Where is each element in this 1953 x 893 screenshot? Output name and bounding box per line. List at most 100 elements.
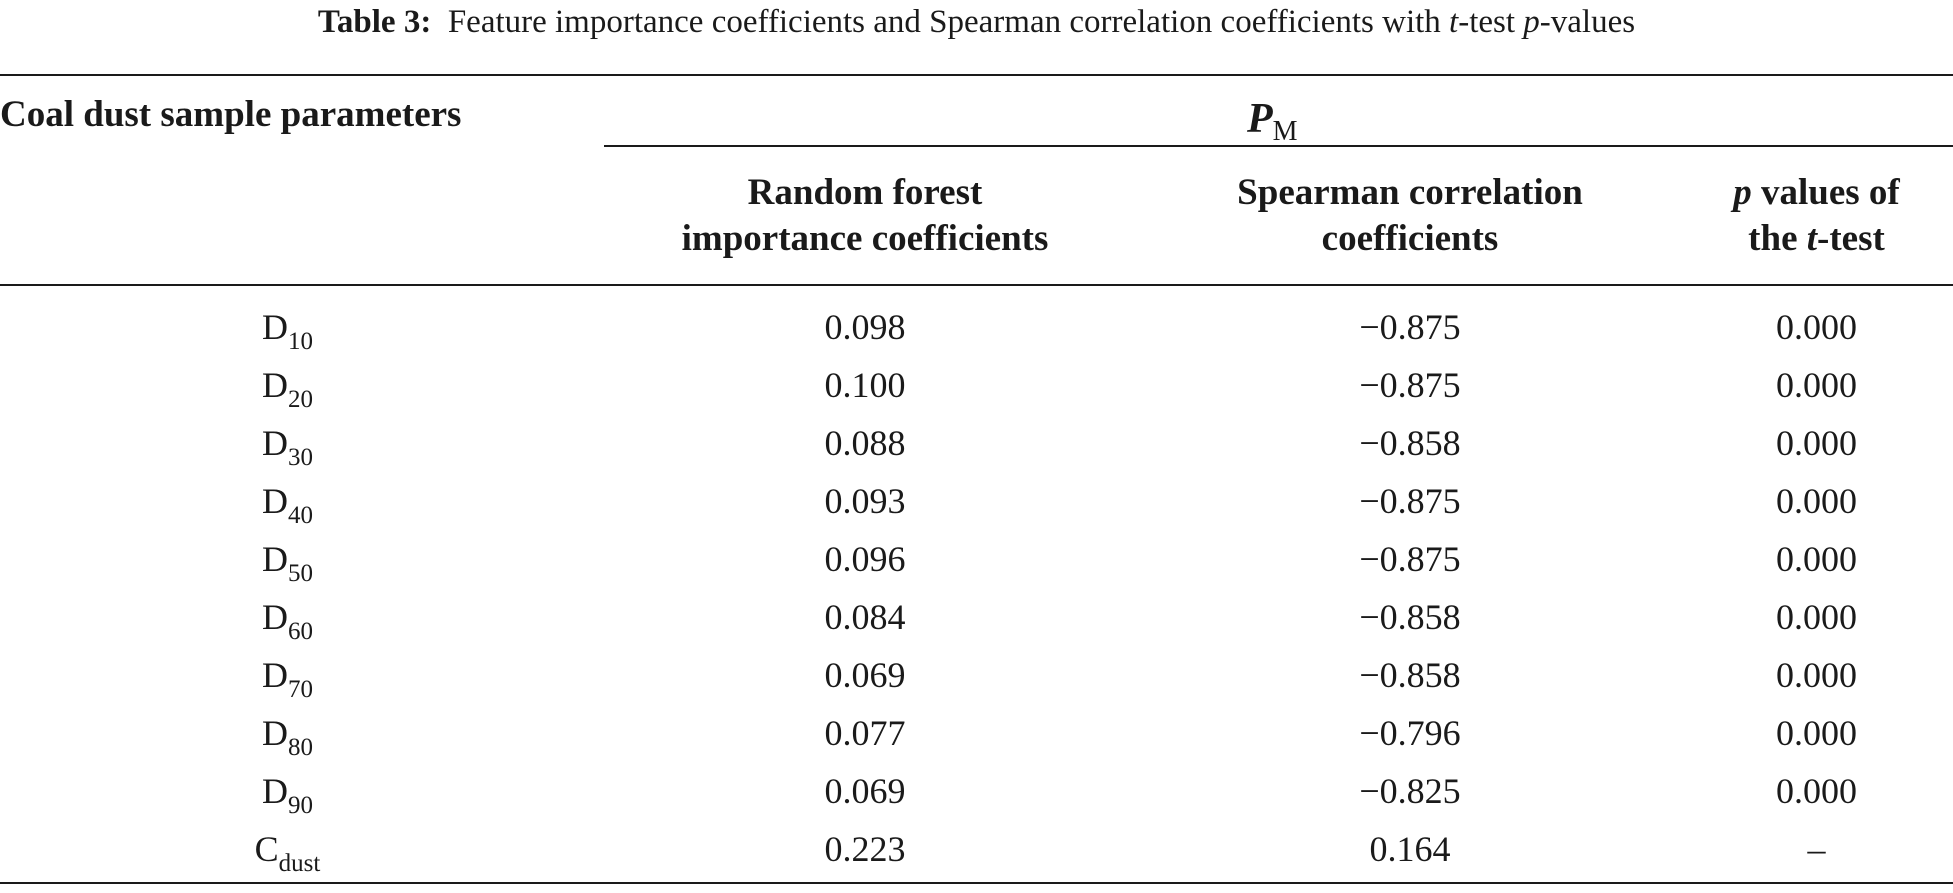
header-col2-line1: Spearman correlation bbox=[1237, 172, 1583, 213]
param-subscript: 10 bbox=[288, 328, 313, 355]
table-row: D90 0.069 −0.825 0.000 bbox=[0, 762, 1953, 820]
p-value-cell: 0.000 bbox=[1776, 307, 1857, 347]
table-row: D60 0.084 −0.858 0.000 bbox=[0, 588, 1953, 646]
rf-importance-cell: 0.100 bbox=[824, 365, 906, 405]
param-cell: D20 bbox=[0, 356, 575, 429]
header-col3-line2: the t-test bbox=[1680, 216, 1953, 262]
rf-importance-cell: 0.223 bbox=[824, 829, 906, 869]
rf-importance-cell: 0.077 bbox=[824, 713, 906, 753]
param-base: D bbox=[262, 597, 288, 637]
rf-importance-cell: 0.096 bbox=[824, 539, 906, 579]
param-subscript: dust bbox=[278, 850, 321, 877]
header-col3-rest: values of bbox=[1751, 172, 1900, 213]
bottom-rule bbox=[0, 882, 1953, 884]
param-subscript: 60 bbox=[288, 618, 313, 645]
rf-importance-cell: 0.084 bbox=[824, 597, 906, 637]
caption-label: Table 3: bbox=[317, 4, 432, 40]
param-base: D bbox=[262, 771, 288, 811]
param-cell: D70 bbox=[0, 646, 575, 719]
p-value-cell: 0.000 bbox=[1776, 597, 1857, 637]
table-row: Cdust 0.223 0.164 – bbox=[0, 820, 1953, 878]
header-col2-line2: coefficients bbox=[1321, 218, 1499, 259]
header-col1-line1: Random forest bbox=[747, 172, 983, 213]
param-cell: Cdust bbox=[0, 820, 575, 893]
param-base: C bbox=[254, 829, 279, 869]
rf-importance-cell: 0.098 bbox=[824, 307, 906, 347]
p-value-cell: 0.000 bbox=[1776, 481, 1857, 521]
p-value-cell: 0.000 bbox=[1776, 423, 1857, 463]
table-caption: Table 3: Feature importance coefficients… bbox=[0, 2, 1953, 42]
spearman-cell: −0.796 bbox=[1359, 713, 1461, 753]
table-row: D20 0.100 −0.875 0.000 bbox=[0, 356, 1953, 414]
rf-importance-cell: 0.088 bbox=[824, 423, 906, 463]
rf-importance-cell: 0.093 bbox=[824, 481, 906, 521]
caption-text-1: Feature importance coefficients and Spea… bbox=[447, 4, 1450, 40]
param-cell: D30 bbox=[0, 414, 575, 487]
header-col3-t: t bbox=[1806, 218, 1818, 259]
param-cell: D80 bbox=[0, 704, 575, 777]
param-cell: D60 bbox=[0, 588, 575, 661]
param-base: D bbox=[262, 539, 288, 579]
spearman-cell: −0.875 bbox=[1359, 539, 1461, 579]
header-p-values: p values of the t-test bbox=[1680, 170, 1953, 262]
param-base: D bbox=[262, 307, 288, 347]
p-value-cell: – bbox=[1807, 829, 1826, 869]
param-subscript: 90 bbox=[288, 792, 313, 819]
header-col3-line1: p values of bbox=[1680, 170, 1953, 216]
caption-p: p bbox=[1523, 4, 1540, 40]
param-subscript: 80 bbox=[288, 734, 313, 761]
group-rule bbox=[604, 145, 1953, 147]
header-spearman: Spearman correlation coefficients bbox=[1110, 170, 1710, 262]
spearman-cell: 0.164 bbox=[1369, 829, 1451, 869]
param-base: D bbox=[262, 423, 288, 463]
p-value-cell: 0.000 bbox=[1776, 655, 1857, 695]
header-col3-p: p bbox=[1733, 172, 1752, 213]
table-row: D80 0.077 −0.796 0.000 bbox=[0, 704, 1953, 762]
spearman-cell: −0.858 bbox=[1359, 655, 1461, 695]
header-col1-line2: importance coefficients bbox=[681, 218, 1049, 259]
header-random-forest: Random forest importance coefficients bbox=[575, 170, 1155, 262]
caption-text-3: -values bbox=[1539, 4, 1636, 40]
header-coal-dust-parameters: Coal dust sample parameters bbox=[0, 92, 461, 138]
header-col3-post: -test bbox=[1817, 218, 1885, 259]
header-group-pm: PM bbox=[1247, 96, 1298, 155]
rf-importance-cell: 0.069 bbox=[824, 655, 906, 695]
param-base: D bbox=[262, 481, 288, 521]
top-rule bbox=[0, 74, 1953, 76]
rf-importance-cell: 0.069 bbox=[824, 771, 906, 811]
table-row: D70 0.069 −0.858 0.000 bbox=[0, 646, 1953, 704]
param-cell: D90 bbox=[0, 762, 575, 835]
param-cell: D10 bbox=[0, 298, 575, 371]
caption-text-2: -test bbox=[1458, 4, 1524, 40]
spearman-cell: −0.875 bbox=[1359, 307, 1461, 347]
spearman-cell: −0.858 bbox=[1359, 597, 1461, 637]
param-subscript: 30 bbox=[288, 444, 313, 471]
table-row: D50 0.096 −0.875 0.000 bbox=[0, 530, 1953, 588]
param-cell: D50 bbox=[0, 530, 575, 603]
header-col0-text: Coal dust sample parameters bbox=[0, 94, 462, 135]
param-base: D bbox=[262, 655, 288, 695]
p-value-cell: 0.000 bbox=[1776, 771, 1857, 811]
spearman-cell: −0.875 bbox=[1359, 365, 1461, 405]
table-row: D30 0.088 −0.858 0.000 bbox=[0, 414, 1953, 472]
param-base: D bbox=[262, 713, 288, 753]
caption-t: t bbox=[1449, 4, 1459, 40]
param-subscript: 70 bbox=[288, 676, 313, 703]
table-row: D10 0.098 −0.875 0.000 bbox=[0, 298, 1953, 356]
header-bottom-rule bbox=[0, 284, 1953, 286]
param-cell: D40 bbox=[0, 472, 575, 545]
spearman-cell: −0.825 bbox=[1359, 771, 1461, 811]
param-subscript: 20 bbox=[288, 386, 313, 413]
param-subscript: 50 bbox=[288, 560, 313, 587]
p-value-cell: 0.000 bbox=[1776, 365, 1857, 405]
spearman-cell: −0.875 bbox=[1359, 481, 1461, 521]
table-row: D40 0.093 −0.875 0.000 bbox=[0, 472, 1953, 530]
param-subscript: 40 bbox=[288, 502, 313, 529]
p-value-cell: 0.000 bbox=[1776, 713, 1857, 753]
pm-subscript: M bbox=[1272, 116, 1298, 147]
spearman-cell: −0.858 bbox=[1359, 423, 1461, 463]
pm-symbol: P bbox=[1247, 96, 1273, 142]
p-value-cell: 0.000 bbox=[1776, 539, 1857, 579]
param-base: D bbox=[262, 365, 288, 405]
header-col3-pre: the bbox=[1748, 218, 1807, 259]
